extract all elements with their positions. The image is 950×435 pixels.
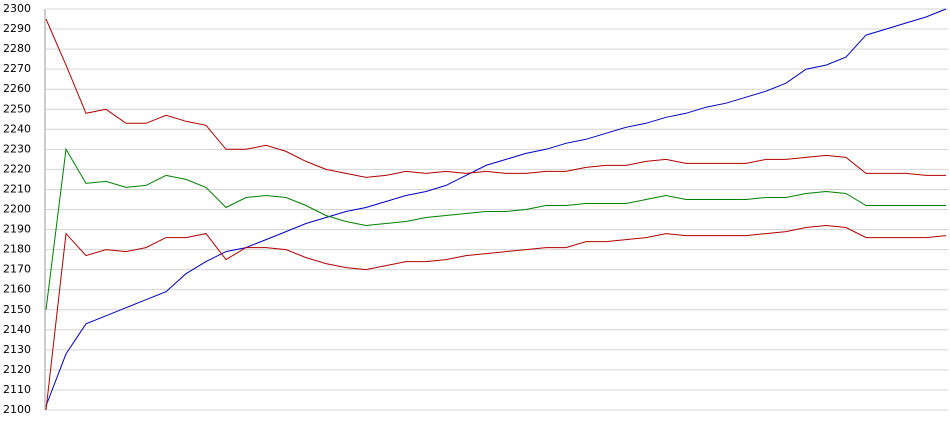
y-tick-label: 2180	[3, 243, 31, 256]
y-tick-label: 2120	[3, 363, 31, 376]
series-line	[45, 224, 947, 411]
y-tick-label: 2130	[3, 343, 31, 356]
y-tick-label: 2140	[3, 323, 31, 336]
y-tick-label: 2290	[3, 22, 31, 35]
y-tick-label: 2280	[3, 42, 31, 55]
y-tick-label: 2220	[3, 162, 31, 175]
y-tick-label: 2200	[3, 203, 31, 216]
y-tick-label: 2240	[3, 122, 31, 135]
series-line	[45, 18, 946, 178]
y-tick-label: 2160	[3, 283, 31, 296]
y-tick-label: 2150	[3, 303, 31, 316]
series-line	[45, 8, 947, 407]
y-tick-label: 2300	[3, 2, 31, 15]
y-tick-label: 2250	[3, 102, 31, 115]
y-tick-label: 2100	[3, 403, 31, 416]
y-tick-label: 2110	[3, 383, 31, 396]
y-tick-label: 2210	[3, 182, 31, 195]
y-tick-label: 2230	[3, 142, 31, 155]
y-tick-label: 2270	[3, 62, 31, 75]
y-tick-label: 2170	[3, 263, 31, 276]
y-tick-label: 2190	[3, 223, 31, 236]
y-tick-label: 2260	[3, 82, 31, 95]
series-line	[45, 147, 946, 310]
